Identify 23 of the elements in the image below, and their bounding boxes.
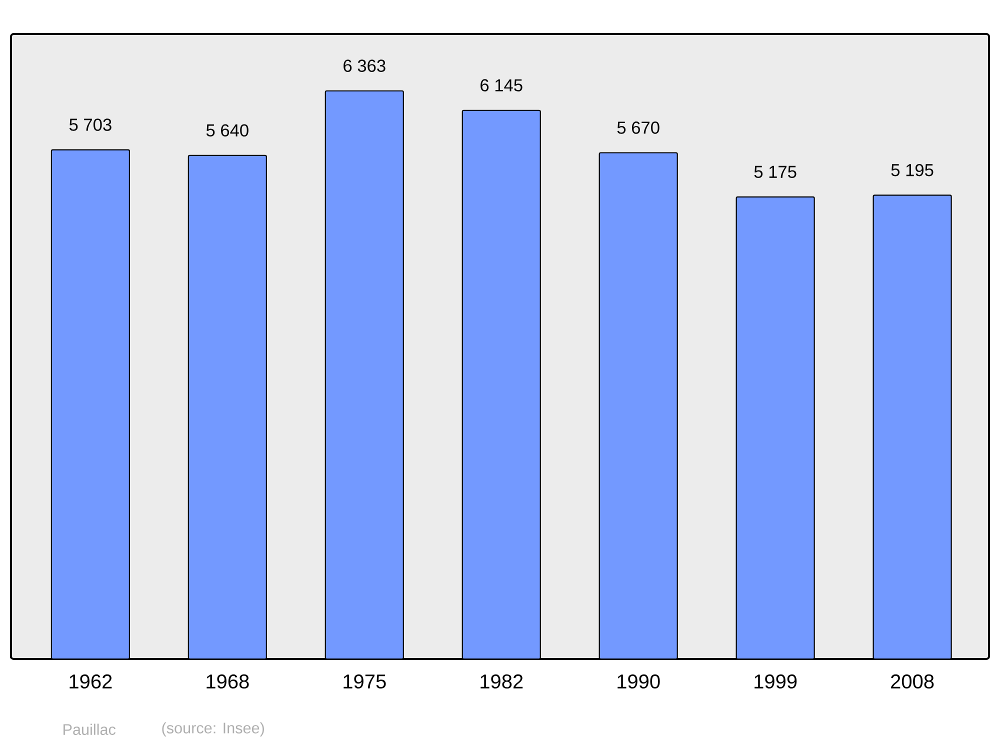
text: (source: Insee) bbox=[162, 722, 264, 736]
text: Pauillac bbox=[64, 724, 116, 735]
bar bbox=[462, 110, 541, 660]
bar bbox=[736, 196, 815, 660]
data-label: 6 363 bbox=[344, 60, 386, 72]
x-tick-label: 1999 bbox=[754, 674, 797, 689]
data-label: 6 145 bbox=[480, 79, 522, 92]
data-label: 5 640 bbox=[206, 124, 248, 137]
bar bbox=[324, 90, 404, 660]
bar bbox=[872, 194, 952, 660]
bar bbox=[188, 154, 267, 660]
x-tick-label: 1975 bbox=[344, 674, 386, 689]
data-label: 5 175 bbox=[754, 166, 796, 178]
x-tick-label: 1962 bbox=[70, 674, 112, 689]
x-tick-label: 1990 bbox=[618, 674, 660, 689]
data-label: 5 195 bbox=[891, 164, 934, 176]
x-tick-label: 1968 bbox=[206, 674, 249, 689]
bar bbox=[50, 149, 130, 660]
bar bbox=[598, 152, 678, 660]
data-label: 5 670 bbox=[617, 122, 660, 134]
x-tick-label: 2008 bbox=[891, 674, 934, 689]
x-tick-label: 1982 bbox=[480, 674, 523, 689]
data-label: 5 703 bbox=[69, 118, 112, 131]
